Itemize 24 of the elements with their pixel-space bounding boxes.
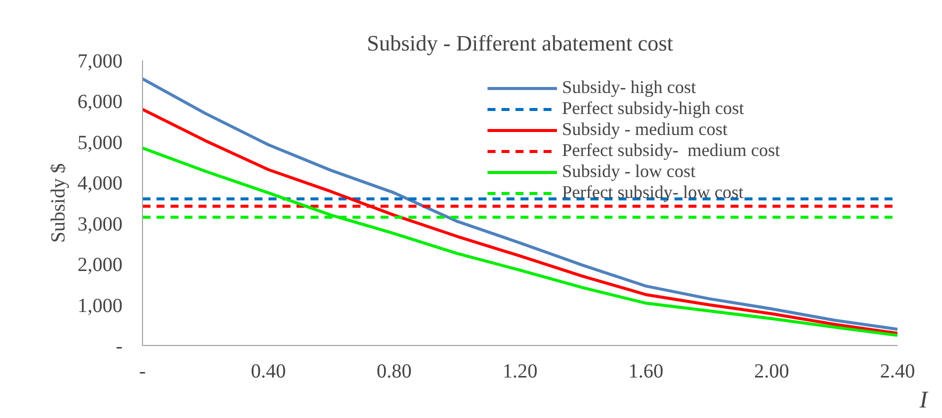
y-tick-label: 7,000 <box>78 50 122 72</box>
legend-label: Perfect subsidy- low cost <box>562 182 744 203</box>
x-tick-label: 1.20 <box>502 360 538 382</box>
y-tick-label: - <box>116 336 123 358</box>
y-tick-label: 5,000 <box>78 132 122 154</box>
legend-label: Perfect subsidy- medium cost <box>562 140 780 161</box>
x-tick-label: 1.60 <box>628 360 664 382</box>
y-axis-title: Subsidy $ <box>48 163 70 243</box>
x-tick-label: - <box>139 360 146 382</box>
x-tick-label: 2.00 <box>754 360 790 382</box>
legend-label: Subsidy - low cost <box>562 161 696 182</box>
chart-title: Subsidy - Different abatement cost <box>366 30 674 56</box>
y-tick-label: 3,000 <box>78 213 122 236</box>
y-tick-label: 1,000 <box>78 294 122 317</box>
x-tick-label: 0.40 <box>250 360 286 382</box>
legend-label: Subsidy - medium cost <box>562 119 728 140</box>
x-tick-label: 0.80 <box>376 360 412 382</box>
y-tick-label: 4,000 <box>78 172 122 195</box>
legend-label: Subsidy- high cost <box>562 77 696 98</box>
legend-label: Perfect subsidy-high cost <box>562 98 744 119</box>
x-tick-label: 2.40 <box>880 360 915 382</box>
x-axis-title: I <box>918 388 929 414</box>
y-tick-label: 2,000 <box>78 254 122 276</box>
y-tick-label: 6,000 <box>78 91 122 114</box>
